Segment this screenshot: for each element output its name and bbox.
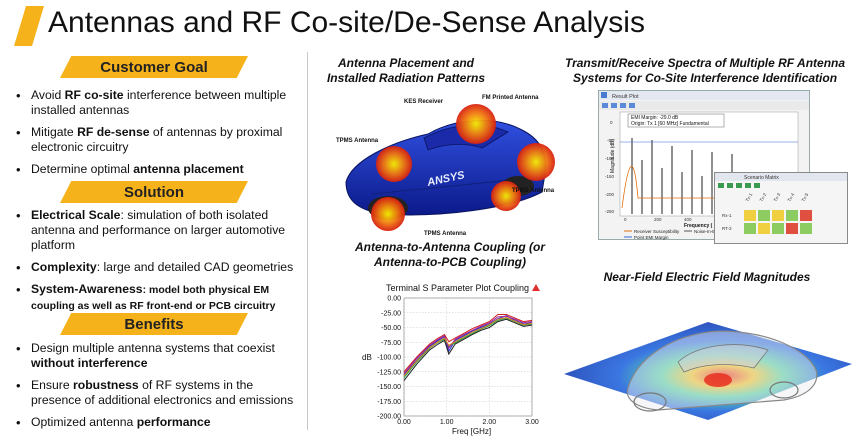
solution-item: Electrical Scale: simulation of both iso… — [14, 208, 304, 253]
series-line-s4 — [403, 315, 533, 374]
title-accent-slash — [14, 6, 44, 46]
x-tick-label: 1.00 — [440, 419, 454, 426]
label-tpms-bottom: TPMS Antenna — [424, 231, 467, 237]
chart-xlabel: Freq [GHz] — [452, 427, 491, 436]
field-plane — [564, 322, 852, 420]
solution-item: System-Awareness: model both physical EM… — [14, 282, 304, 314]
solution-heading: Solution — [60, 181, 248, 203]
y-tick-label: 0.00 — [387, 296, 401, 303]
spectra-ytick: -100 — [605, 156, 615, 161]
benefits-item: Ensure robustness of RF systems in the p… — [14, 378, 304, 408]
matrix-title: Scenario Matrix — [744, 175, 779, 181]
near-field-visualization — [564, 322, 852, 420]
marker-icon — [532, 284, 540, 291]
radiation-lobe — [517, 143, 555, 181]
caption-antenna-placement: Antenna Placement and Installed Radiatio… — [326, 56, 486, 85]
spectral-lines — [620, 138, 798, 214]
wheel-front — [633, 392, 667, 412]
radiation-lobe — [491, 181, 521, 211]
matrix-col-label: Tx-1 — [745, 192, 754, 203]
spectra-ytick: 0 — [610, 120, 613, 125]
matrix-row-label: Rx-1 — [722, 213, 732, 218]
radiation-lobe — [371, 197, 405, 231]
goal-item: Determine optimal antenna placement — [14, 162, 304, 177]
toolbar-icons[interactable] — [602, 103, 635, 108]
y-tick-label: -150.00 — [377, 384, 401, 391]
y-tick-label: -100.00 — [377, 355, 401, 362]
s-parameter-coupling-chart: Terminal S Parameter Plot Coupling -200.… — [352, 280, 548, 436]
label-tpms-left: TPMS Antenna — [336, 138, 379, 144]
benefits-list: Design multiple antenna systems that coe… — [14, 341, 304, 436]
series-line-s1 — [403, 314, 533, 373]
customer-goal-heading: Customer Goal — [60, 56, 248, 78]
caption-near-field: Near-Field Electric Field Magnitudes — [603, 270, 811, 284]
benefits-item: Design multiple antenna systems that coe… — [14, 341, 304, 371]
field-hotspot — [704, 373, 732, 387]
legend-emi-margin: Point EMI Margin — [634, 235, 669, 240]
goal-item: Avoid RF co-site interference between mu… — [14, 88, 304, 118]
emi-margin-line1: EMI Margin: -29.0 dB — [631, 115, 679, 121]
y-tick-label: -75.00 — [381, 340, 401, 347]
matrix-cells[interactable] — [744, 210, 812, 234]
label-tpms-right: TPMS Antenna — [512, 188, 555, 194]
y-tick-label: -125.00 — [377, 369, 401, 376]
emi-margin-line2: Origin: Tx 1 [60 MHz] Fundamental — [631, 121, 709, 127]
series-line-s6 — [403, 316, 533, 377]
spectra-xtick: 400 — [684, 217, 692, 222]
radiation-lobe — [456, 104, 496, 144]
solution-list: Electrical Scale: simulation of both iso… — [14, 208, 304, 321]
scenario-matrix-window: Scenario Matrix Tx-1 Tx-2 Tx-3 Tx-4 Tx-5… — [714, 172, 848, 244]
goal-item: Mitigate RF de-sense of antennas by prox… — [14, 125, 304, 155]
spectra-xlabel: Frequency ( — [684, 223, 713, 229]
y-tick-label: -25.00 — [381, 310, 401, 317]
matrix-toolbar[interactable] — [718, 183, 760, 188]
radiation-lobe — [376, 146, 412, 182]
wheel-rear — [769, 381, 799, 399]
y-tick-label: -175.00 — [377, 399, 401, 406]
spectra-ytick: -200 — [605, 192, 615, 197]
chart-yticks: -200.00 -175.00 -150.00 -125.00 -100.00 -75.0… — [377, 296, 401, 421]
spectra-xtick: 0 — [624, 217, 627, 222]
x-tick-label: 0.00 — [397, 419, 411, 426]
label-kes-receiver: KES Receiver — [404, 99, 444, 105]
benefits-item: Optimized antenna performance — [14, 415, 304, 430]
car-radiation-pattern-image: KES Receiver FM Printed Antenna TPMS Ant… — [336, 95, 555, 237]
matrix-col-label: Tx-4 — [787, 192, 796, 203]
y-tick-label: -200.00 — [377, 414, 401, 421]
chart-series — [403, 314, 533, 381]
car-outline — [626, 330, 818, 411]
chart-xticks: 0.00 1.00 2.00 3.00 — [397, 419, 539, 426]
caption-coupling: Antenna-to-Antenna Coupling (or Antenna-… — [355, 240, 545, 269]
spectra-ylabel: Magnitude (dB) — [610, 138, 616, 173]
series-line-s5 — [403, 318, 533, 381]
y-tick-label: -50.00 — [381, 325, 401, 332]
x-tick-label: 3.00 — [525, 419, 539, 426]
spectra-ytick: -150 — [605, 174, 615, 179]
chart-ylabel: dB — [362, 353, 372, 362]
spectra-ytick: -250 — [605, 209, 615, 214]
x-tick-label: 2.00 — [483, 419, 497, 426]
matrix-col-label: Tx-3 — [773, 192, 782, 203]
spectra-window-title: Result Plot — [612, 94, 639, 100]
chart-grid — [403, 297, 533, 417]
customer-goal-list: Avoid RF co-site interference between mu… — [14, 88, 304, 184]
app-icon — [601, 92, 607, 98]
chart-title: Terminal S Parameter Plot Coupling — [386, 283, 529, 293]
caption-spectra: Transmit/Receive Spectra of Multiple RF … — [564, 56, 846, 85]
matrix-row-label: RT-2 — [722, 226, 732, 231]
benefits-heading: Benefits — [60, 313, 248, 335]
spectra-xtick: 200 — [654, 217, 662, 222]
page-title: Antennas and RF Co-site/De-Sense Analysi… — [48, 6, 645, 39]
solution-item: Complexity: large and detailed CAD geome… — [14, 260, 304, 275]
matrix-col-label: Tx-2 — [759, 192, 768, 203]
column-divider — [307, 52, 308, 430]
label-fm-antenna: FM Printed Antenna — [482, 95, 539, 101]
legend-noise: Noise-In-Ban — [694, 229, 721, 234]
spectra-ytick: -50 — [607, 138, 614, 143]
emi-margin-tooltip — [627, 113, 725, 128]
matrix-col-label: Tx-5 — [801, 192, 810, 203]
legend-receiver: Receiver Susceptibility — [634, 229, 680, 234]
